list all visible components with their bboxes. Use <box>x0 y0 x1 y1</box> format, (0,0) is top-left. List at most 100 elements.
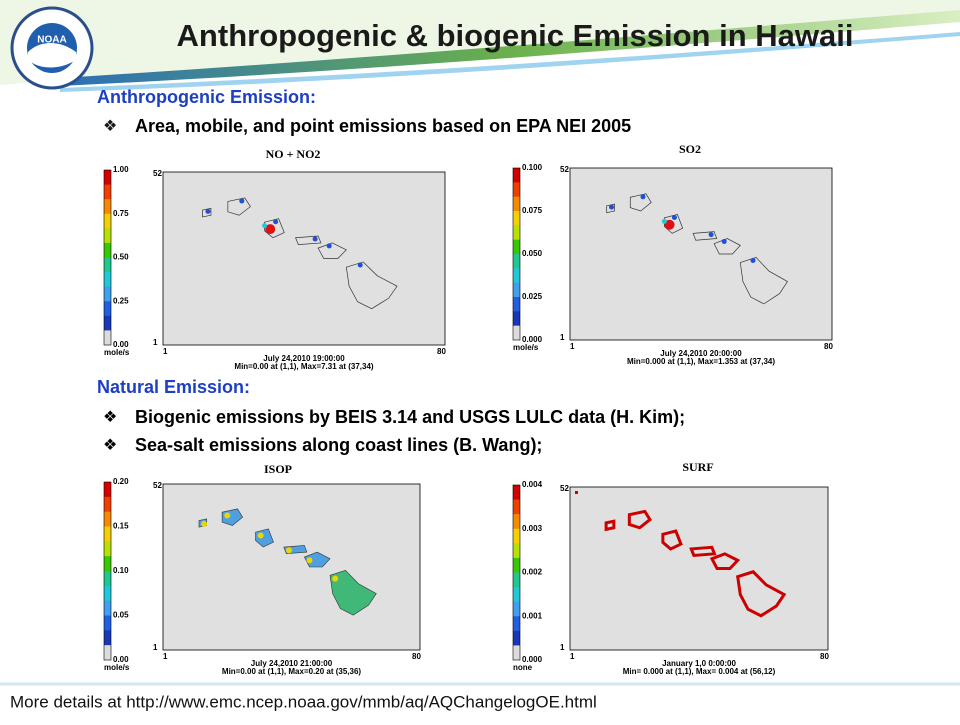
colorbar-segment <box>104 301 111 317</box>
colorbar-segment <box>104 496 111 513</box>
emission-hotspot <box>661 218 667 224</box>
colorbar-segment <box>104 585 111 602</box>
colorbar-segment <box>513 168 520 183</box>
axis-label: 1 <box>560 333 565 342</box>
colorbar-segment <box>513 616 520 632</box>
emission-spot <box>750 257 756 263</box>
map-frame <box>162 171 446 346</box>
map-stats: Min=0.00 at (1,1), Max=0.20 at (35,36) <box>222 667 362 676</box>
bullet-icon: ❖ <box>103 437 117 454</box>
emission-hotspot <box>664 219 675 230</box>
colorbar-frame <box>103 169 112 346</box>
colorbar-segment <box>513 297 520 312</box>
coastline <box>604 519 616 532</box>
colorbar-label: 0.002 <box>522 568 543 577</box>
colorbar-label: 0.25 <box>113 296 129 305</box>
emission-spot <box>640 194 646 200</box>
island <box>345 261 398 310</box>
island <box>264 218 285 239</box>
coastline <box>661 529 683 551</box>
map-time: July 24,2010 21:00:00 <box>251 659 333 668</box>
axis-label: 1 <box>163 347 168 356</box>
slide-title: Anthropogenic & biogenic Emission in Haw… <box>177 18 854 53</box>
island <box>303 551 331 568</box>
colorbar-label: 0.000 <box>522 335 543 344</box>
colorbar-segment <box>104 571 111 587</box>
coastline <box>627 509 652 530</box>
axis-label: 52 <box>560 484 569 493</box>
colorbar-segment <box>104 482 111 498</box>
colorbar-segment <box>104 286 111 302</box>
colorbar-segment <box>513 196 520 212</box>
colorbar-segment <box>513 601 520 617</box>
colorbar-label: 0.20 <box>113 477 129 486</box>
colorbar-segment <box>104 645 111 661</box>
emission-spot <box>239 198 245 204</box>
axis-label: 1 <box>570 342 575 351</box>
colorbar-segment <box>104 242 111 258</box>
emission-spot <box>224 512 231 519</box>
axis-label: 52 <box>560 165 569 174</box>
island <box>329 569 377 616</box>
colorbar-segment <box>104 630 111 646</box>
colorbar-segment <box>104 272 111 288</box>
panel-title: SURF <box>682 460 713 474</box>
map-stats: Min=0.000 at (1,1), Max=1.353 at (37,34) <box>627 357 775 366</box>
colorbar-segment <box>513 311 520 327</box>
colorbar-segment <box>513 514 520 530</box>
section-heading: Anthropogenic Emission: <box>97 87 316 107</box>
colorbar-frame <box>512 167 521 341</box>
emission-spot <box>609 204 615 210</box>
axis-label: 1 <box>163 652 168 661</box>
colorbar-segment <box>513 268 520 284</box>
axis-label: 52 <box>153 169 162 178</box>
colorbar-segment <box>513 254 520 269</box>
bullet-icon: ❖ <box>103 118 117 135</box>
axis-label: 1 <box>153 643 158 652</box>
emission-spot <box>306 557 313 564</box>
map-frame <box>162 483 421 651</box>
colorbar-segment <box>513 211 520 226</box>
colorbar-label: 0.050 <box>522 249 543 258</box>
map-frame <box>569 167 833 341</box>
colorbar-label: 1.00 <box>113 165 129 174</box>
colorbar-segment <box>513 182 520 198</box>
colorbar-segment <box>513 528 520 544</box>
colorbar-frame <box>103 481 112 661</box>
colorbar-segment <box>104 170 111 186</box>
axis-label: 52 <box>153 481 162 490</box>
bullet-icon: ❖ <box>103 409 117 426</box>
island <box>692 231 718 241</box>
emission-spot <box>721 239 727 245</box>
colorbar-unit: mole/s <box>104 348 130 357</box>
colorbar-segment <box>104 330 111 346</box>
colorbar-segment <box>104 526 111 542</box>
panel-title: SO2 <box>679 142 701 156</box>
map-frame <box>569 486 829 651</box>
colorbar-segment <box>513 282 520 298</box>
colorbar-segment <box>513 225 520 241</box>
colorbar-label: 0.000 <box>522 655 543 664</box>
coastline <box>689 545 717 558</box>
colorbar-label: 0.00 <box>113 655 129 664</box>
map-stats: Min= 0.000 at (1,1), Max= 0.004 at (56,1… <box>623 667 776 676</box>
axis-label: 80 <box>437 347 446 356</box>
colorbar-segment <box>513 645 520 661</box>
colorbar-label: 0.75 <box>113 209 129 218</box>
svg-text:NOAA: NOAA <box>37 35 66 46</box>
colorbar-segment <box>104 511 111 527</box>
colorbar-label: 0.15 <box>113 522 129 531</box>
emission-spot <box>257 532 264 539</box>
colorbar-label: 0.075 <box>522 206 543 215</box>
section-heading: Natural Emission: <box>97 377 250 397</box>
colorbar-label: 0.10 <box>113 566 129 575</box>
colorbar-unit: mole/s <box>513 343 539 352</box>
emission-hotspot <box>265 224 276 235</box>
axis-label: 80 <box>820 652 829 661</box>
colorbar-segment <box>104 315 111 331</box>
colorbar-label: 0.025 <box>522 292 543 301</box>
